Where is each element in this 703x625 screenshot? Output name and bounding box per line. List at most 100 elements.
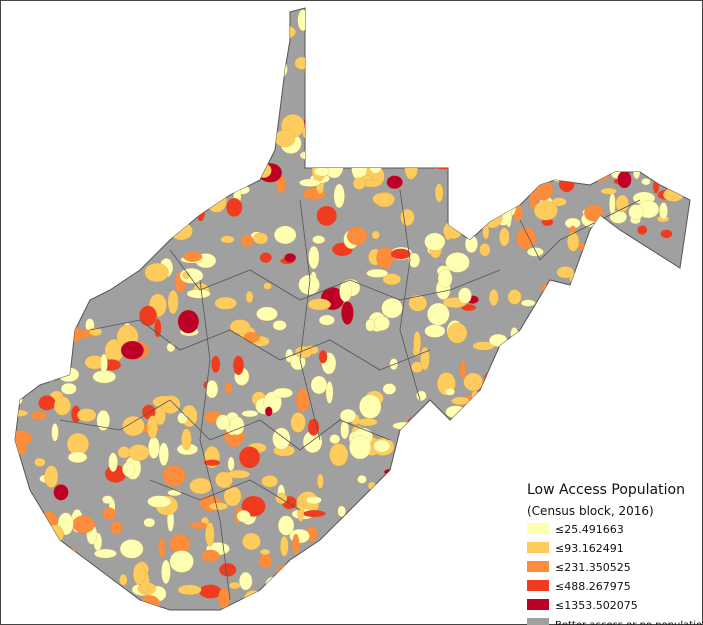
census-block [205, 380, 219, 399]
census-block [102, 495, 113, 504]
census-block [615, 194, 629, 213]
census-block [312, 235, 325, 244]
census-block [516, 227, 536, 250]
census-block [297, 499, 305, 522]
census-block [102, 507, 117, 521]
census-block [340, 409, 357, 423]
census-block [458, 287, 472, 304]
census-block [400, 208, 415, 226]
census-block [243, 332, 260, 343]
legend: Low Access Population (Census block, 201… [527, 482, 703, 625]
census-block [233, 355, 244, 376]
census-block [659, 202, 668, 220]
census-block [199, 584, 222, 599]
census-block [223, 486, 242, 507]
census-block [181, 428, 192, 451]
census-block [201, 549, 220, 562]
census-block [215, 414, 230, 430]
census-block [133, 563, 146, 585]
census-block [424, 324, 446, 338]
census-block [284, 253, 297, 263]
census-block [366, 269, 389, 278]
census-block [339, 280, 352, 302]
census-block [53, 396, 71, 416]
census-block [316, 205, 337, 226]
legend-label: ≤25.491663 [555, 523, 624, 536]
census-block [307, 418, 320, 436]
census-block [333, 183, 345, 208]
county-lines [59, 189, 641, 601]
census-block [144, 263, 169, 282]
census-block [218, 587, 231, 609]
census-block [108, 452, 118, 472]
census-block [229, 319, 251, 335]
census-block [242, 532, 261, 551]
census-block [317, 473, 324, 489]
census-block [67, 451, 88, 463]
census-block [259, 548, 271, 556]
census-block [386, 175, 403, 189]
county-line [399, 189, 421, 401]
census-block [660, 229, 673, 239]
census-block [637, 225, 648, 235]
census-block [299, 178, 321, 187]
county-line [149, 479, 301, 511]
census-block [461, 304, 477, 311]
census-block [120, 340, 144, 360]
census-block [529, 191, 538, 209]
legend-swatch [527, 542, 549, 553]
census-block [122, 462, 136, 477]
census-block [609, 192, 616, 216]
census-block [427, 302, 450, 326]
census-block [263, 282, 272, 290]
census-block [292, 533, 300, 555]
census-block [167, 290, 179, 314]
census-block [226, 470, 250, 479]
census-block [302, 510, 326, 518]
census-block [437, 269, 453, 288]
census-block [241, 410, 259, 418]
census-block [158, 442, 169, 466]
census-block [534, 200, 558, 221]
census-block [617, 170, 632, 189]
census-block [214, 296, 237, 310]
census-block [100, 353, 108, 373]
census-block [256, 306, 278, 321]
census-block [275, 492, 288, 504]
census-block [319, 314, 335, 326]
census-block [96, 410, 110, 431]
census-block [128, 444, 150, 461]
census-block [357, 418, 378, 427]
census-block [226, 198, 243, 217]
census-block [110, 521, 123, 535]
county-line [89, 319, 431, 371]
census-block [507, 289, 522, 305]
census-block [390, 248, 411, 260]
census-block [329, 443, 349, 467]
census-block [30, 411, 47, 420]
census-block [143, 517, 156, 528]
census-block [274, 225, 297, 245]
county-line [199, 279, 231, 601]
census-block [329, 434, 340, 444]
census-block [408, 252, 420, 268]
legend-swatch [527, 618, 549, 625]
county-line [519, 199, 641, 261]
census-block [119, 539, 144, 559]
legend-label: ≤488.267975 [555, 580, 631, 593]
census-block [371, 230, 380, 240]
census-block [203, 459, 221, 466]
census-block [567, 231, 580, 252]
census-block [162, 464, 186, 487]
census-block [261, 475, 278, 488]
census-block [72, 515, 95, 534]
legend-swatch [527, 523, 549, 534]
census-block [310, 375, 328, 395]
census-block [434, 183, 444, 203]
legend-label: ≤1353.502075 [555, 599, 638, 612]
census-block [628, 204, 644, 220]
census-block [447, 322, 468, 344]
census-block [236, 510, 251, 523]
census-block [445, 252, 470, 273]
